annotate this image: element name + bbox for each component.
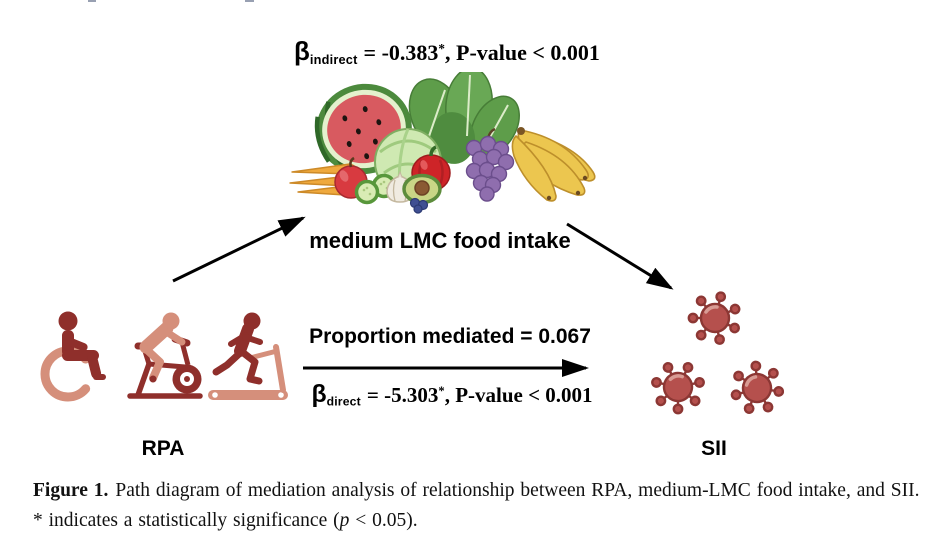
direct-effect-stat: βdirect = -5.303*, P-value < 0.001 (311, 381, 592, 409)
figure-caption-number: Figure 1. (33, 480, 109, 501)
figure-caption-tail: < 0.05). (349, 510, 418, 531)
figure-caption-p-italic: p (339, 510, 350, 531)
exercise-bike-icon (127, 312, 203, 399)
beta-value: = -5.303 (366, 383, 439, 407)
significance-star: * (438, 384, 445, 399)
outcome-label-sii: SII (701, 437, 727, 460)
bananas-icon (511, 127, 596, 202)
virus-icon (687, 289, 743, 347)
beta-symbol: β (294, 36, 310, 66)
grapes-icon (465, 127, 515, 202)
figure-caption-text: Path diagram of mediation analysis of re… (33, 480, 920, 531)
beta-symbol: β (311, 381, 327, 408)
wheelchair-user-icon (40, 311, 106, 402)
beta-subscript: direct (326, 394, 361, 409)
blueberries-icon (409, 197, 429, 214)
p-value-text: , P-value < 0.001 (445, 40, 600, 65)
indirect-effect-stat: βindirect = -0.383*, P-value < 0.001 (294, 36, 600, 67)
cropped-text-artifact (245, 0, 254, 2)
arrow-mediator-to-sii (566, 222, 674, 290)
treadmill-runner-icon (208, 312, 288, 400)
beta-value: = -0.383 (363, 40, 439, 65)
cropped-text-artifact (88, 0, 96, 2)
food-illustration (289, 72, 596, 214)
figure-caption: Figure 1. Path diagram of mediation analy… (33, 476, 930, 536)
virus-icon (645, 353, 711, 421)
sii-virus-icons (645, 289, 792, 423)
p-value-text: , P-value < 0.001 (444, 383, 593, 407)
avocado-icon (402, 173, 442, 205)
beta-subscript: indirect (309, 51, 358, 67)
proportion-mediated-label: Proportion mediated = 0.067 (309, 325, 591, 348)
significance-star: * (438, 40, 446, 56)
exposure-label-rpa: RPA (141, 437, 185, 460)
virus-icon (722, 353, 792, 423)
rpa-activity-icons (40, 311, 288, 402)
leafy-greens-icon (408, 72, 520, 164)
arrow-rpa-to-mediator (172, 216, 306, 283)
mediator-label: medium LMC food intake (309, 228, 571, 253)
